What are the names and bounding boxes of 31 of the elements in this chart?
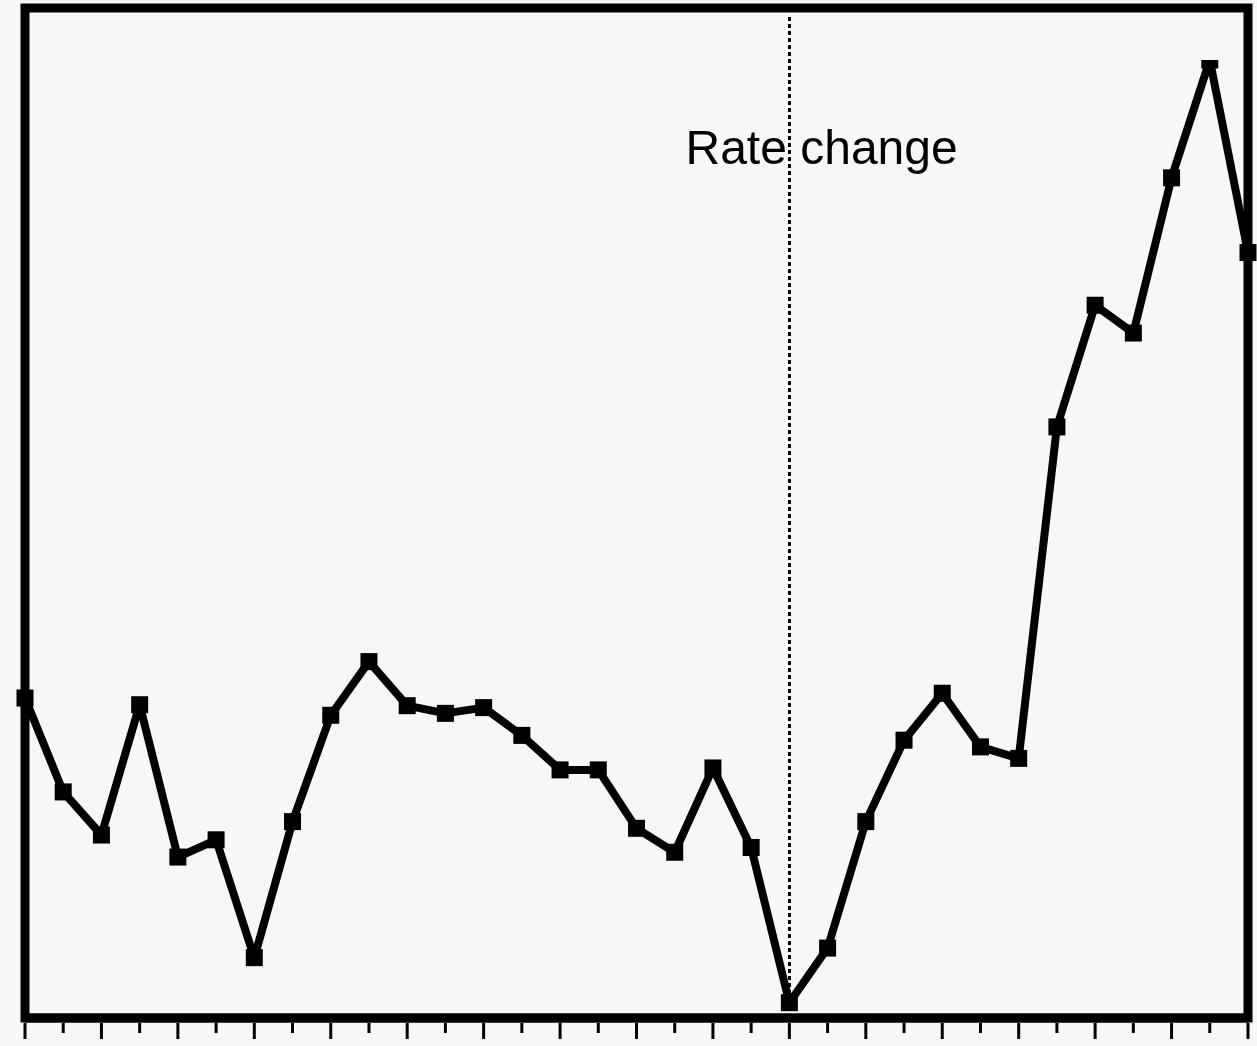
point [628,819,645,837]
point [398,697,416,715]
point [666,843,684,861]
point [857,813,875,831]
point [1086,296,1104,314]
point [1163,169,1181,187]
point [819,939,837,957]
point [131,696,149,714]
point [1010,749,1028,767]
point [780,994,798,1012]
point [207,831,225,849]
point [54,783,72,801]
point [704,759,722,777]
point [895,731,913,749]
point [513,726,531,744]
point [933,684,951,702]
point [92,826,110,844]
point [1124,324,1142,342]
point [1048,418,1066,436]
point [436,704,454,722]
point [360,653,378,671]
point [589,761,607,779]
point [169,848,187,866]
point [475,699,493,717]
point [245,949,263,967]
point [322,706,340,724]
point [551,761,569,779]
point [742,838,760,856]
point [971,738,989,756]
annotation: Rate change [685,121,958,174]
point [284,813,302,831]
